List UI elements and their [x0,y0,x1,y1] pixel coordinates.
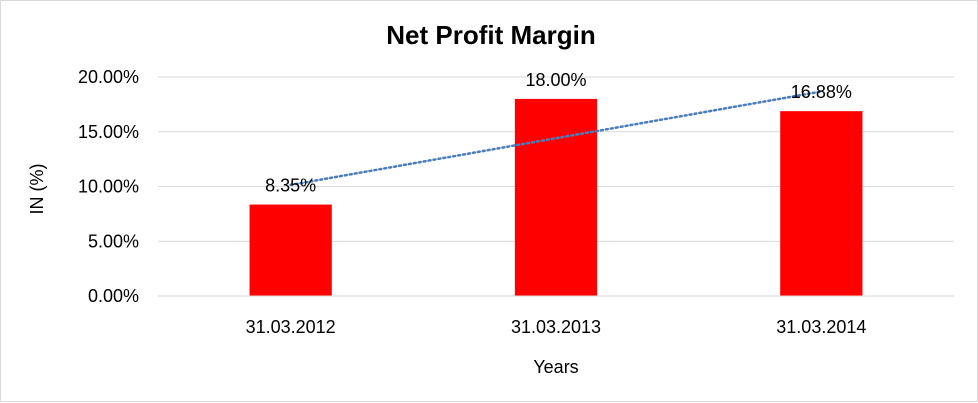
data-label: 16.88% [791,82,852,102]
y-tick-label: 20.00% [78,67,139,87]
y-tick-label: 10.00% [78,177,139,197]
x-tick-label: 31.03.2014 [776,317,866,337]
bar [249,204,332,296]
x-axis-ticks: 31.03.2012 31.03.2013 31.03.2014 [246,317,867,337]
x-axis-label: Years [533,357,578,377]
x-tick-label: 31.03.2012 [246,317,336,337]
data-label: 18.00% [525,70,586,90]
chart-title: Net Profit Margin [386,20,595,50]
y-tick-label: 0.00% [88,286,139,306]
bar [514,98,598,297]
trendline-line [289,90,823,187]
trendline [289,90,823,187]
bars [249,98,863,297]
y-axis-label: IN (%) [27,164,47,215]
y-tick-label: 15.00% [78,122,139,142]
data-label: 8.35% [265,176,316,196]
bar [780,111,863,296]
x-tick-label: 31.03.2013 [511,317,601,337]
y-tick-label: 5.00% [88,231,139,251]
y-axis-ticks: 0.00% 5.00% 10.00% 15.00% 20.00% [78,67,139,306]
data-labels: 8.35% 18.00% 16.88% [265,70,852,196]
